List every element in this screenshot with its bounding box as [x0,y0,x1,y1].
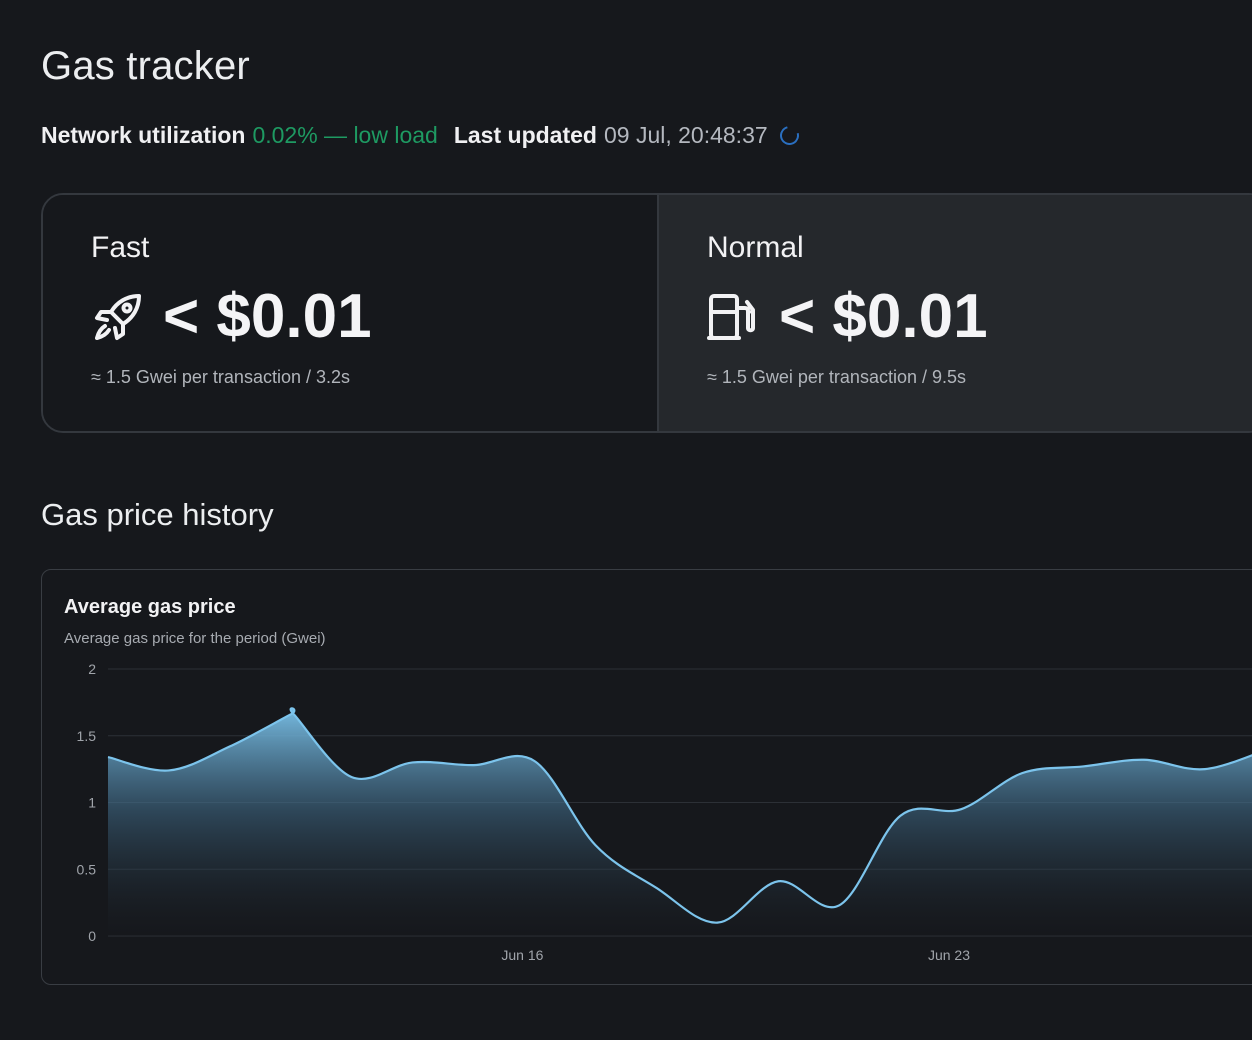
area-fill [108,708,1252,936]
gas-card-price: < $0.01 [707,281,988,352]
last-updated-label: Last updated [453,122,597,148]
gas-price-cards: Fast < $0.01 ≈ 1.5 Gwei per transaction … [41,193,1252,433]
loading-spinner-icon [776,122,803,149]
gas-card-price-value: < $0.01 [779,282,988,351]
chart-subtitle: Average gas price for the period (Gwei) [64,630,326,647]
series-line[interactable] [107,707,1252,924]
gas-card-subtitle: ≈ 1.5 Gwei per transaction / 3.2s [91,367,351,387]
chart-plot: 0 0.5 1 1.5 2 Jun 16 Jun 23 [77,661,1252,963]
y-tick-label: 2 [88,661,96,677]
gas-card-fast: Fast < $0.01 ≈ 1.5 Gwei per transaction … [43,195,657,431]
page-title: Gas tracker [41,44,250,88]
gas-card-title: Normal [707,231,804,264]
y-tick-label: 0.5 [77,861,97,877]
gas-card-title: Fast [91,231,150,264]
gas-pump-icon [707,293,755,340]
x-tick-label: Jun 23 [928,947,970,963]
y-tick-label: 1 [88,795,96,811]
average-gas-price-chart: Average gas price Average gas price for … [41,569,1252,985]
status-row: Network utilization 0.02% — low load Las… [41,122,803,149]
gas-card-normal: Normal < $0.01 ≈ 1.5 Gwei per transactio… [657,195,1252,431]
y-tick-label: 0 [88,928,96,944]
network-utilization-value: 0.02% — low load [252,122,438,148]
gas-card-price-value: < $0.01 [163,282,372,351]
gas-card-price: < $0.01 [91,281,372,352]
last-updated-value: 09 Jul, 20:48:37 [603,122,768,148]
network-utilization-label: Network utilization [41,122,246,148]
gas-card-subtitle: ≈ 1.5 Gwei per transaction / 9.5s [707,367,967,387]
x-tick-label: Jun 16 [501,947,543,963]
section-title-gas-price-history: Gas price history [41,497,274,532]
rocket-icon [95,293,141,340]
chart-title: Average gas price [64,596,236,618]
y-tick-label: 1.5 [77,728,97,744]
